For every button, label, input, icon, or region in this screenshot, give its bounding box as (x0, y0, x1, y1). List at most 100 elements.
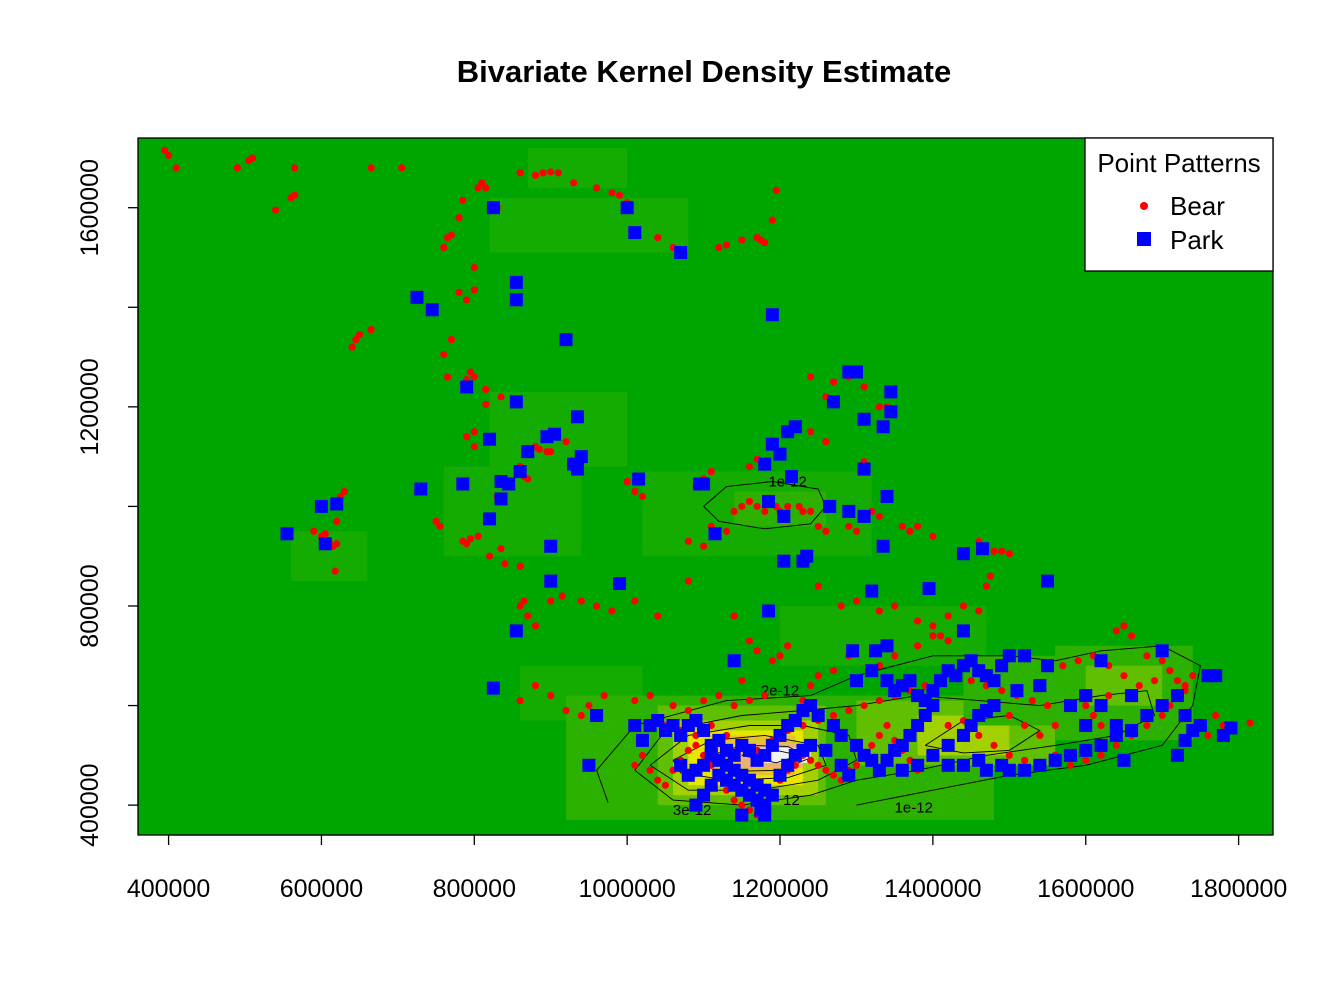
bear-point (898, 522, 906, 530)
bear-point (455, 288, 463, 296)
bear-point (837, 602, 845, 610)
bear-point (631, 487, 639, 496)
x-tick-label: 400000 (127, 875, 210, 903)
bear-point (975, 607, 983, 615)
bear-point (233, 164, 241, 172)
bear-point (436, 522, 444, 530)
park-point (765, 738, 779, 752)
park-point (1002, 649, 1016, 663)
park-point (1041, 574, 1055, 588)
park-point (819, 743, 833, 757)
bear-point (562, 706, 570, 715)
bear-point (986, 572, 994, 580)
bear-point (745, 462, 754, 471)
park-point (1178, 709, 1192, 723)
park-point (869, 644, 883, 658)
park-point (1209, 669, 1223, 683)
park-point (926, 684, 940, 698)
park-point (956, 547, 970, 561)
park-point (521, 445, 535, 459)
park-point (1094, 699, 1108, 713)
park-point (918, 694, 932, 708)
bear-point (631, 761, 639, 769)
park-point (773, 768, 787, 782)
bear-point (455, 214, 463, 222)
park-point (460, 380, 474, 394)
park-point (781, 758, 795, 772)
park-point (773, 728, 787, 742)
park-point (1193, 718, 1207, 732)
bear-point (1074, 657, 1082, 665)
bear-point (829, 667, 838, 675)
park-point (777, 554, 791, 568)
park-point (1140, 709, 1154, 723)
contour-label: 1e-12 (895, 800, 933, 817)
bear-point (1128, 632, 1136, 640)
bear-point (692, 741, 700, 749)
bear-point (600, 692, 608, 700)
park-point (865, 664, 879, 678)
bear-point (1143, 652, 1151, 660)
bear-point (482, 385, 490, 394)
bear-point (592, 602, 601, 610)
bear-point (1166, 667, 1174, 675)
bear-point (497, 545, 505, 553)
bear-point (730, 701, 738, 710)
bear-point (474, 184, 482, 192)
park-point (1079, 743, 1093, 757)
park-point (842, 504, 856, 518)
park-point (666, 718, 680, 732)
bear-point (470, 443, 478, 451)
bear-point (470, 373, 478, 381)
park-point (884, 385, 898, 399)
bear-point (623, 477, 631, 486)
bear-point (944, 637, 952, 645)
bear-point (474, 532, 482, 540)
bear-point (367, 164, 375, 172)
bear-point (249, 154, 257, 162)
bear-point (1020, 756, 1029, 764)
x-tick-label: 1600000 (1037, 875, 1134, 903)
bear-point (967, 677, 975, 685)
bear-point (929, 632, 937, 640)
bear-point (1112, 627, 1120, 635)
park-point (949, 669, 963, 683)
bear-point (753, 647, 761, 655)
bear-point (562, 438, 570, 446)
park-point (880, 674, 894, 688)
park-point (704, 778, 718, 792)
bear-point (164, 151, 173, 160)
park-point (414, 482, 428, 496)
park-point (865, 753, 879, 767)
bear-point (1043, 701, 1052, 710)
bear-point (1204, 731, 1212, 740)
park-point (1155, 644, 1169, 658)
park-point (834, 728, 848, 742)
park-point (865, 584, 879, 598)
bear-point (806, 507, 815, 515)
park-point (483, 432, 497, 446)
park-point (570, 410, 584, 424)
bear-point (1097, 751, 1105, 759)
park-point (712, 768, 726, 782)
contour-label: 12 (783, 792, 800, 809)
bear-point (806, 756, 815, 764)
park-point (823, 499, 837, 513)
bear-point (531, 622, 540, 630)
bear-point (1066, 761, 1075, 769)
park-point (880, 639, 894, 653)
park-point (903, 674, 917, 688)
park-point (895, 738, 909, 752)
bear-point (531, 171, 540, 179)
bear-point (1120, 672, 1128, 680)
bear-point (699, 696, 708, 705)
bear-point (291, 164, 299, 172)
park-point (956, 758, 970, 772)
bear-point (715, 243, 723, 252)
bear-point (745, 696, 754, 705)
park-point (922, 582, 936, 596)
park-point (712, 733, 726, 747)
bear-point (547, 448, 555, 456)
park-point (410, 290, 424, 304)
park-point (1010, 684, 1024, 698)
